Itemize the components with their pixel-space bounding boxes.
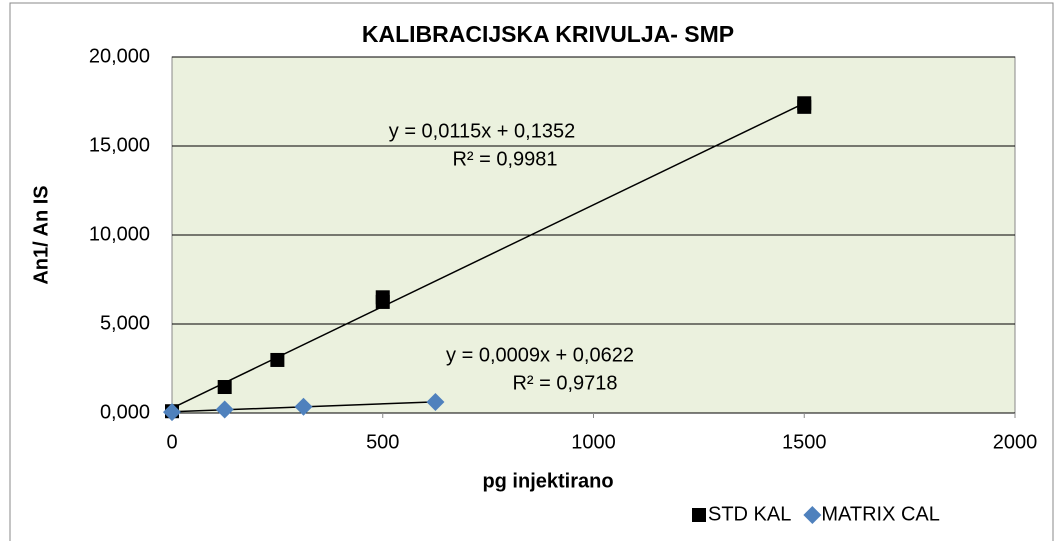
marker [803,506,822,524]
marker [294,397,313,416]
y-tick-label: 10,000 [89,223,150,245]
legend-label: MATRIX CAL [821,503,940,525]
marker [426,392,445,411]
marker [215,400,234,419]
x-tick-label: 1000 [571,431,616,453]
y-tick-label: 20,000 [89,45,150,67]
chart-title: KALIBRACIJSKA KRIVULJA- SMP [362,21,734,47]
r-squared: R² = 0,9981 [452,148,557,170]
x-tick-label: 2000 [993,431,1038,453]
marker [692,508,706,522]
marker [375,290,390,305]
r-squared: R² = 0,9718 [512,372,617,394]
y-tick-label: 0,000 [100,401,150,423]
trendline-equation: y = 0,0009x + 0,0622 [446,344,634,366]
x-axis-label: pg injektirano [482,470,613,492]
legend-label: STD KAL [708,503,791,525]
y-tick-label: 5,000 [100,312,150,334]
marker [797,96,812,111]
x-tick-label: 0 [166,431,177,453]
y-axis-label: An1/ An IS [30,185,52,284]
marker [163,403,181,422]
y-tick-label: 15,000 [89,134,150,156]
trendline-equation: y = 0,0115x + 0,1352 [389,120,575,142]
x-tick-label: 500 [366,431,399,453]
marker [270,352,285,367]
x-tick-label: 1500 [782,431,827,453]
marker [217,380,232,395]
